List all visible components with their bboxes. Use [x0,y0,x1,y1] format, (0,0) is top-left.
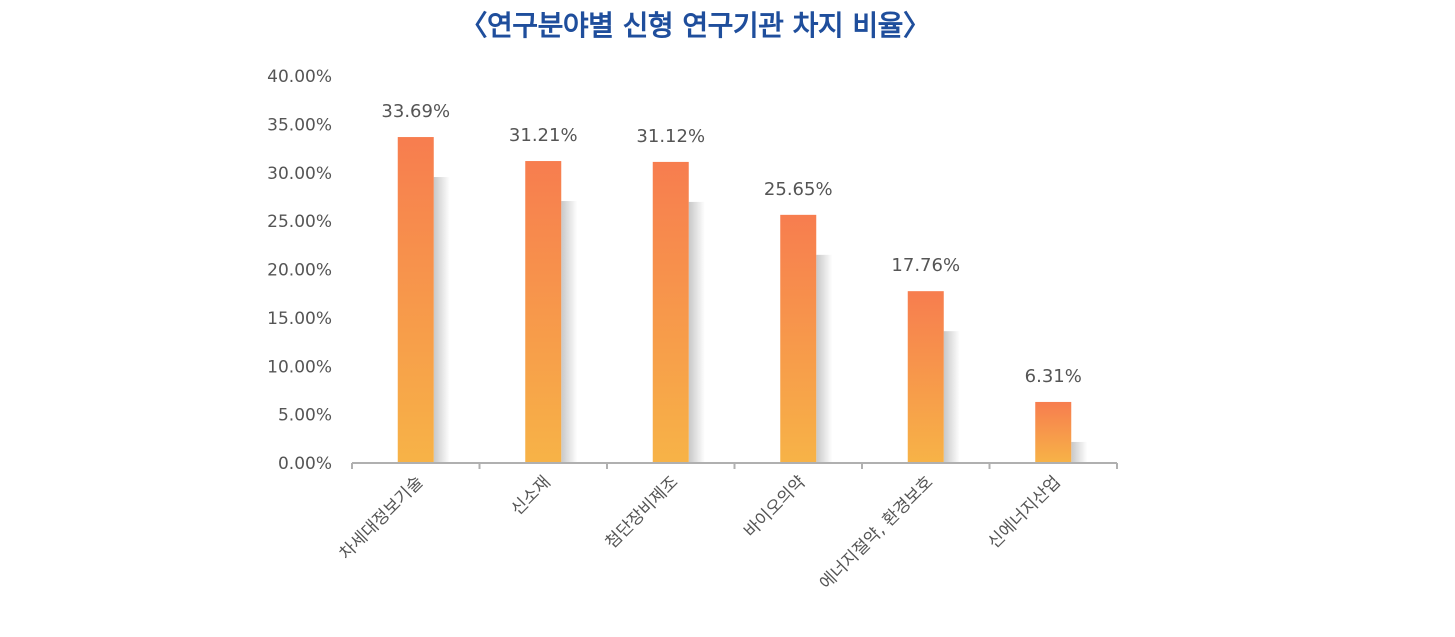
data-label: 6.31% [1025,366,1082,387]
bar [1035,401,1072,463]
category-label: 에너지절약, 환경보호 [816,472,937,593]
bar [907,291,944,463]
y-tick-label: 15.00% [267,309,332,329]
y-tick-label: 10.00% [267,357,332,377]
category-label: 신에너지산업 [984,472,1064,552]
y-tick-label: 5.00% [278,406,332,426]
bar-shadow [561,201,578,463]
value-labels: 33.69% 31.21% 31.12% 25.65% 17.76% 6.31% [381,101,1081,387]
y-axis-ticks: 0.00% 5.00% 10.00% 15.00% 20.00% 25.00% 30.00%… [267,67,332,474]
bar [525,161,562,463]
bar-shadow [1071,441,1088,463]
category-label: 첨단장비제조 [602,472,682,552]
x-axis [351,462,1118,469]
bar [397,137,434,463]
category-label: 차세대정보기술 [336,472,428,564]
data-label: 25.65% [764,179,833,200]
category-labels: 차세대정보기술 신소재 첨단장비제조 바이오의약 에너지절약, 환경보호 신에너지산업 [336,472,1065,593]
y-tick-label: 40.00% [267,67,332,87]
category-label: 바이오의약 [740,472,809,541]
chart-title: 〈연구분야별 신형 연구기관 차지 비율〉 [459,9,931,42]
bar-shadows [433,177,1088,463]
bar-shadow [816,254,833,463]
bar-shadow [688,201,705,463]
data-label: 33.69% [381,101,450,122]
data-label: 17.76% [891,255,960,276]
category-label: 신소재 [507,472,554,519]
y-tick-label: 25.00% [267,212,332,232]
bar-shadow [943,331,960,463]
bar [780,214,817,463]
y-tick-label: 0.00% [278,454,332,474]
y-tick-label: 30.00% [267,164,332,184]
y-tick-label: 20.00% [267,261,332,281]
bar-shadow [433,177,450,463]
bar [652,161,689,463]
data-label: 31.21% [509,125,578,146]
bars [397,137,1072,463]
data-label: 31.12% [636,126,705,147]
y-tick-label: 35.00% [267,115,332,135]
